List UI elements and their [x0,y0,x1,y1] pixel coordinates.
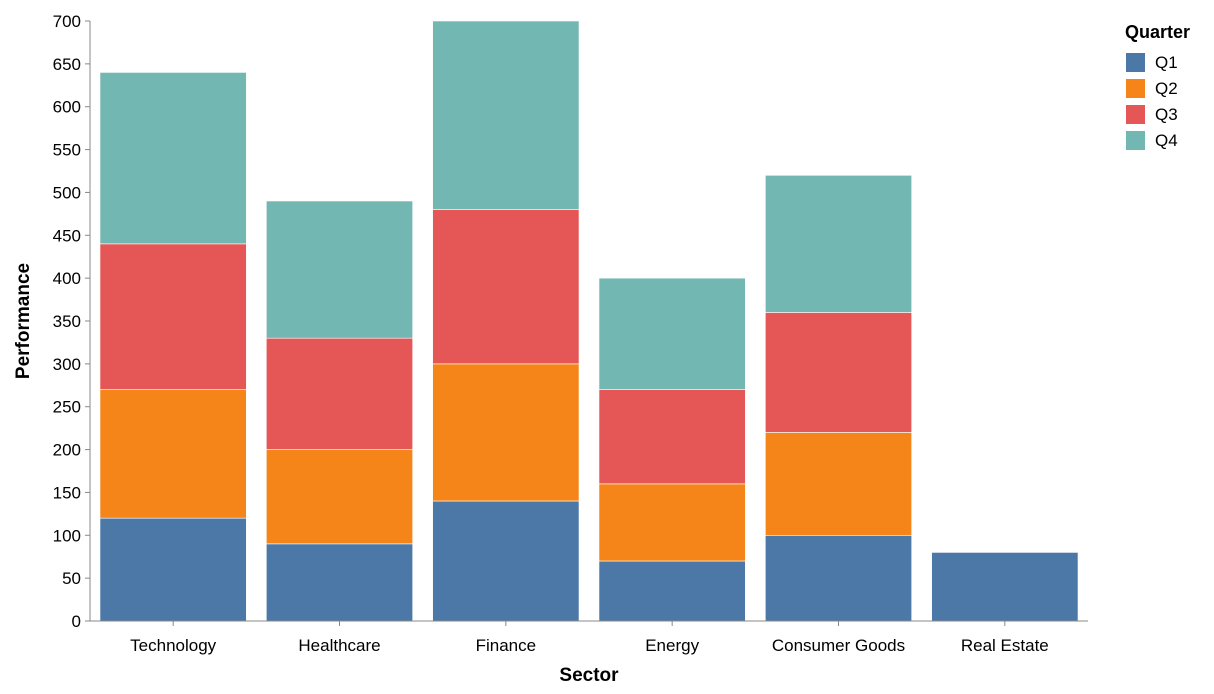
bar-energy-q2 [598,483,746,562]
legend: Quarter Q1 Q2 Q3 Q4 [1125,22,1190,150]
legend-label-q4: Q4 [1155,131,1178,150]
legend-label-q3: Q3 [1155,105,1178,124]
bar-finance-q2 [432,363,580,502]
legend-label-q1: Q1 [1155,53,1178,72]
x-tick-label-healthcare: Healthcare [298,636,380,655]
y-tick-label: 250 [53,398,81,417]
bar-finance-q1 [432,500,580,622]
y-tick-label: 100 [53,526,81,545]
y-tick-label: 650 [53,55,81,74]
y-tick-label: 400 [53,269,81,288]
bar-finance-q4 [432,20,580,210]
bar-real-estate-q1 [931,552,1079,622]
y-tick-label: 450 [53,226,81,245]
bar-technology-q1 [99,517,247,622]
bar-healthcare-q1 [266,543,413,622]
y-tick-label: 0 [72,612,81,631]
legend-swatch-q3 [1126,105,1145,124]
x-tick-label-real-estate: Real Estate [961,636,1049,655]
bar-consumer-goods-q1 [765,534,912,622]
bar-technology-q4 [99,72,247,245]
y-tick-label: 300 [53,355,81,374]
bar-consumer-goods-q3 [765,312,912,433]
bar-healthcare-q4 [266,200,413,339]
y-tick-label: 150 [53,483,81,502]
bar-consumer-goods-q2 [765,432,912,536]
legend-swatch-q4 [1126,131,1145,150]
bar-consumer-goods-q4 [765,174,912,313]
x-tick-label-technology: Technology [130,636,217,655]
y-tick-label: 500 [53,183,81,202]
legend-label-q2: Q2 [1155,79,1178,98]
legend-title: Quarter [1125,22,1190,42]
bar-energy-q3 [598,389,746,485]
y-tick-label: 200 [53,441,81,460]
y-tick-label: 50 [62,569,81,588]
y-tick-label: 550 [53,141,81,160]
x-axis-title: Sector [559,665,619,686]
bar-healthcare-q2 [266,449,413,545]
y-tick-label: 600 [53,98,81,117]
bars-layer [99,20,1079,622]
x-axis: Technology Healthcare Finance Energy Consume… [90,620,1088,655]
legend-swatch-q1 [1126,53,1145,72]
bar-technology-q2 [99,389,247,519]
legend-swatch-q2 [1126,79,1145,98]
bar-technology-q3 [99,243,247,390]
y-tick-label: 350 [53,312,81,331]
bar-finance-q3 [432,209,580,365]
y-tick-label: 700 [53,12,81,31]
x-tick-label-finance: Finance [476,636,536,655]
x-tick-label-consumer-goods: Consumer Goods [772,636,905,655]
bar-healthcare-q3 [266,337,413,450]
y-axis-title: Performance [13,263,34,379]
bar-energy-q4 [598,277,746,390]
bar-energy-q1 [598,560,746,622]
y-axis: 0 50 100 150 200 250 300 350 400 450 500 550 600 650 7… [53,12,91,631]
x-tick-label-energy: Energy [645,636,699,655]
